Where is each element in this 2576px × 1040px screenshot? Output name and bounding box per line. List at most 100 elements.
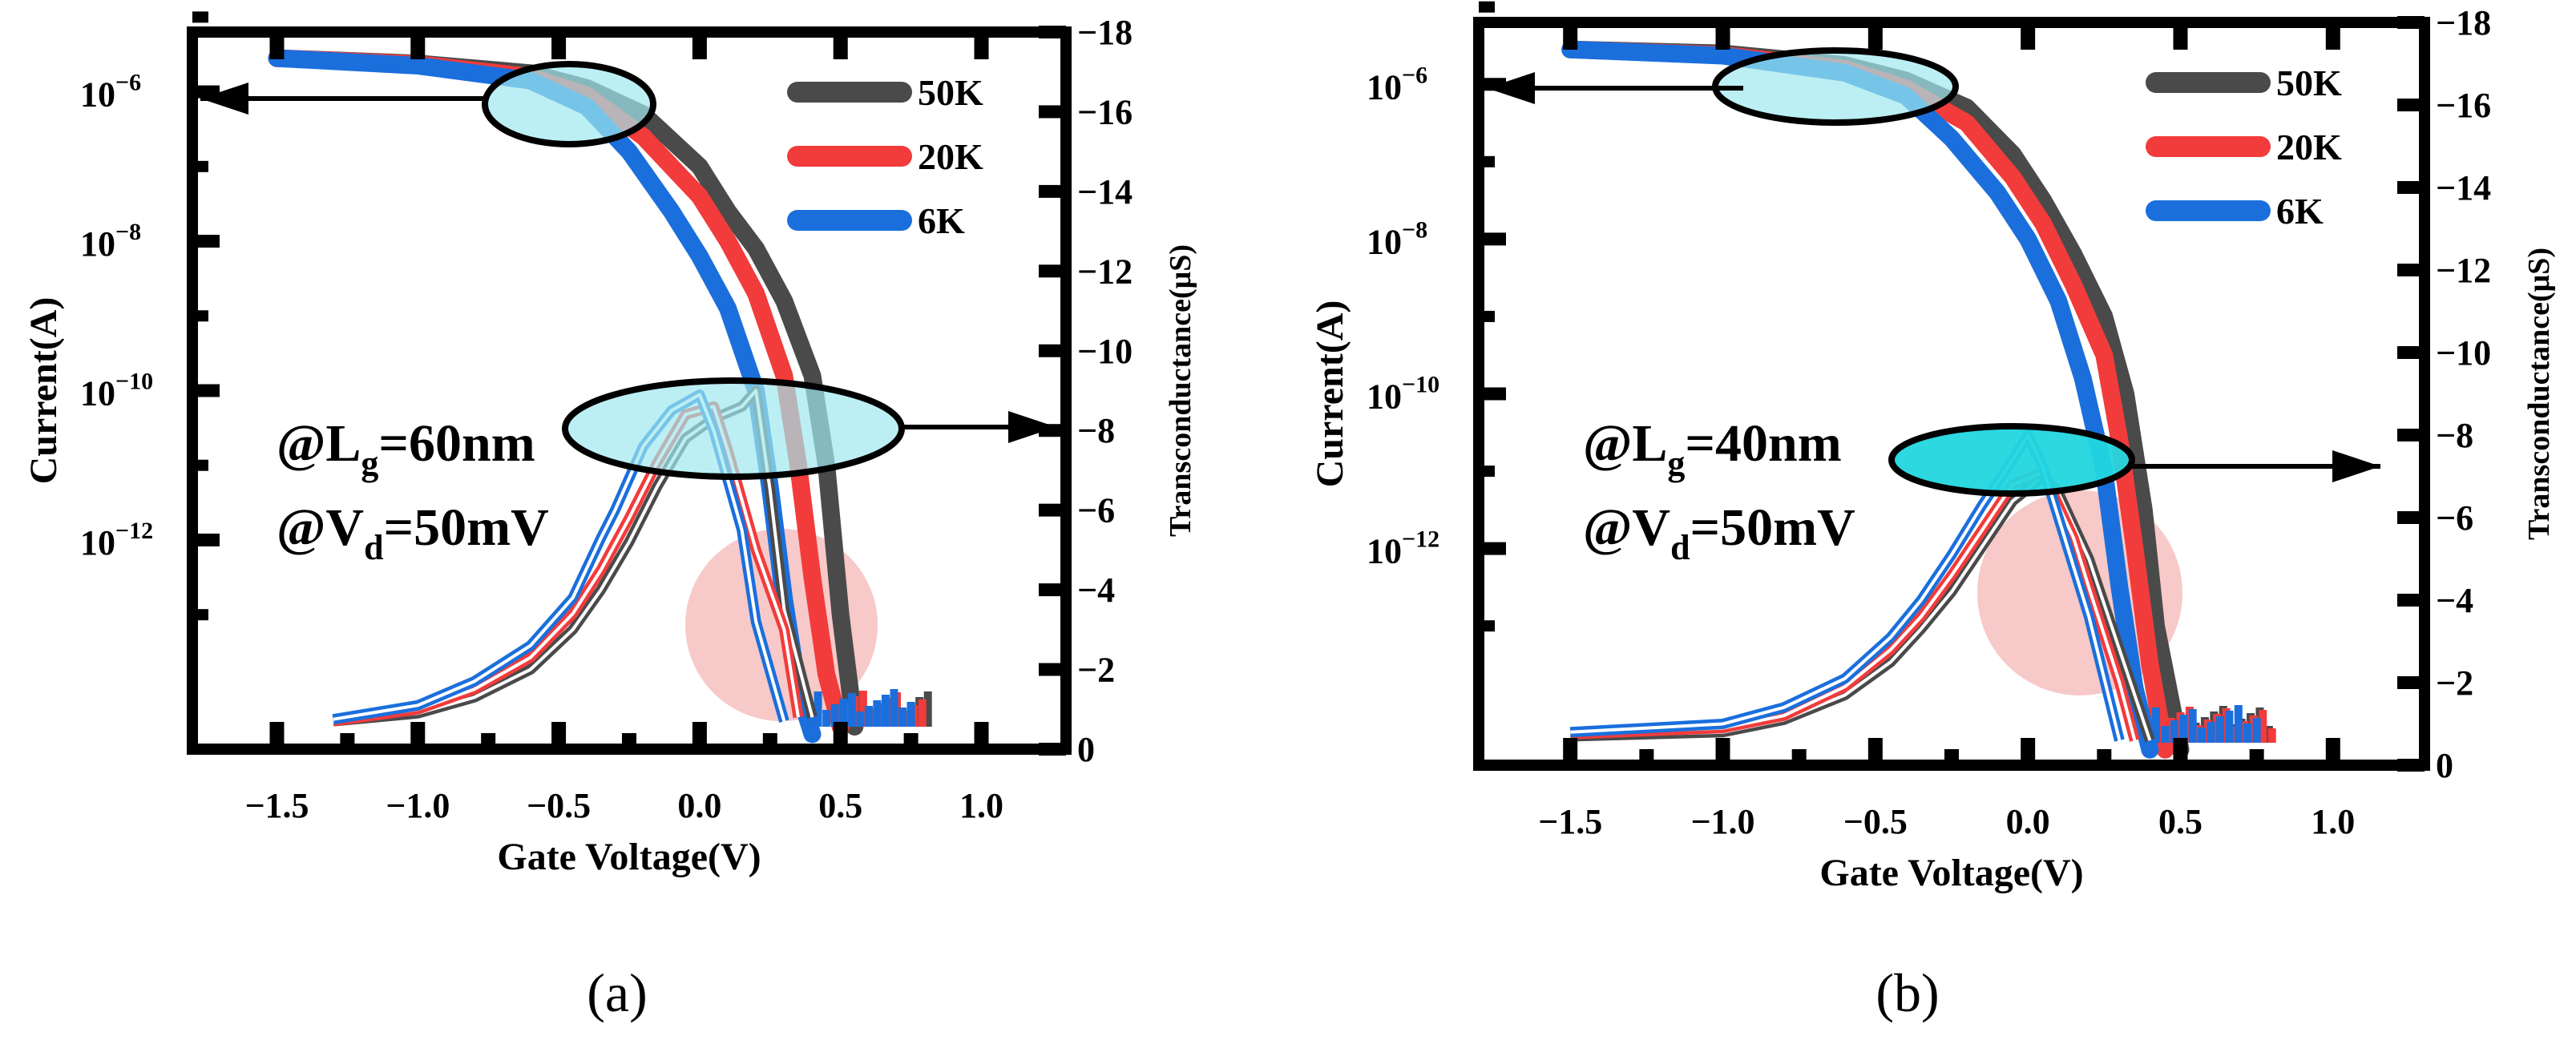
- current-noise-mark-20K: [2267, 728, 2276, 743]
- x-tick-major: [551, 722, 567, 749]
- legend-label-20K: 20K: [2276, 127, 2342, 167]
- y-left-tick-label: 10−10: [1367, 372, 1439, 417]
- current-noise-mark-6K: [839, 699, 848, 727]
- y-right-tick-label: −14: [2436, 168, 2491, 208]
- y-right-tick: [2397, 346, 2425, 359]
- x-tick-major: [2173, 738, 2188, 765]
- current-noise-mark-6K: [2198, 728, 2207, 743]
- x-tick-minor: [481, 733, 496, 749]
- y-right-tick-label: −18: [2436, 3, 2491, 42]
- y-right-tick-label: −4: [1077, 570, 1115, 610]
- y-right-tick-label: −10: [1077, 332, 1133, 371]
- y-right-tick-label: 0: [2436, 746, 2453, 785]
- current-noise-mark-6K: [847, 693, 856, 727]
- current-noise-mark-6K: [856, 711, 865, 727]
- x-tick-top: [1563, 22, 1578, 50]
- legend-label-6K: 6K: [918, 200, 965, 241]
- current-noise-mark-6K: [906, 702, 915, 727]
- x-tick-major: [1563, 738, 1578, 765]
- x-tick-top: [833, 32, 848, 59]
- y-left-tick-label: 10−8: [80, 219, 141, 264]
- y-right-tick: [1039, 344, 1066, 357]
- y-right-tick-label: −4: [2436, 581, 2473, 620]
- legend-label-20K: 20K: [918, 136, 983, 177]
- y-right-tick-label: −2: [2436, 663, 2473, 703]
- y-right-tick-label: −2: [1077, 651, 1115, 690]
- gm-line-core-6K: [1570, 433, 2122, 741]
- y-right-tick: [1039, 743, 1066, 756]
- x-tick-label: −1.5: [1538, 802, 1602, 841]
- y-right-tick: [1039, 264, 1066, 278]
- x-axis-title: Gate Voltage(V): [1819, 852, 2083, 894]
- y-left-tick: [1479, 542, 1506, 555]
- y-right-tick: [2397, 429, 2425, 441]
- left-axis-arrow-head: [1487, 72, 1535, 104]
- y-left-tick-minor: [192, 11, 208, 23]
- panel-label: (b): [1875, 962, 1939, 1023]
- y-left-tick: [1479, 232, 1506, 246]
- y-right-tick-label: 0: [1077, 730, 1095, 769]
- y-left-tick-label: 10−6: [1367, 62, 1427, 107]
- current-noise-mark-6K: [822, 710, 831, 727]
- x-tick-label: −0.5: [1843, 802, 1908, 841]
- y-right-tick: [1039, 105, 1066, 119]
- y-left-axis-title: Current(A): [1309, 300, 1351, 488]
- current-noise-mark-6K: [2179, 715, 2188, 743]
- current-noise-mark-6K: [2243, 724, 2252, 743]
- current-noise-mark-6K: [873, 700, 882, 727]
- gm-line-core-20K: [333, 405, 800, 724]
- current-noise-mark-6K: [2152, 707, 2161, 743]
- y-left-tick: [1479, 78, 1506, 91]
- y-left-tick-label: 10−10: [80, 369, 153, 413]
- y-right-tick: [1039, 424, 1066, 437]
- current-noise-mark-6K: [2215, 716, 2224, 743]
- x-tick-major: [692, 722, 707, 749]
- x-tick-label: −1.0: [386, 786, 450, 825]
- y-left-tick-minor: [1479, 1, 1495, 13]
- gm-region-ellipse: [562, 377, 905, 480]
- x-tick-minor: [1944, 749, 1959, 765]
- y-right-tick-label: −16: [1077, 92, 1133, 131]
- y-left-tick-minor: [192, 310, 208, 322]
- y-right-tick-label: −6: [1077, 491, 1115, 530]
- x-tick-minor: [2249, 749, 2264, 765]
- x-tick-minor: [1639, 749, 1654, 765]
- current-noise-mark-6K: [864, 706, 873, 727]
- y-right-tick: [2397, 594, 2425, 607]
- legend-label-50K: 50K: [2276, 62, 2342, 103]
- right-axis-arrow-head: [2332, 450, 2380, 482]
- y-right-axis-title: Transconductance(μS): [1164, 244, 1197, 537]
- y-right-tick-label: −10: [2436, 333, 2491, 373]
- panel-label: (a): [587, 962, 647, 1023]
- drain-voltage-label: @Vd=50mV: [277, 498, 549, 567]
- y-left-tick-minor: [1479, 155, 1495, 167]
- y-left-axis-title: Current(A): [22, 297, 65, 485]
- x-tick-top: [2325, 22, 2340, 50]
- y-left-tick: [192, 235, 220, 248]
- y-right-tick-label: −12: [1077, 252, 1133, 291]
- y-left-tick: [192, 85, 220, 99]
- y-right-tick: [2397, 264, 2425, 276]
- x-tick-label: 0.0: [677, 786, 721, 825]
- y-right-axis-title: Transconductance(μS): [2522, 248, 2556, 540]
- current-noise-mark-6K: [2252, 718, 2261, 743]
- x-tick-label: −0.5: [527, 786, 591, 825]
- y-left-tick: [192, 384, 220, 397]
- y-right-tick: [2397, 511, 2425, 524]
- y-right-tick: [1039, 184, 1066, 198]
- x-tick-top: [269, 32, 285, 59]
- y-right-tick-label: −6: [2436, 498, 2473, 538]
- x-tick-major: [269, 722, 285, 749]
- y-right-tick-label: −8: [1077, 411, 1115, 450]
- x-tick-major: [833, 722, 848, 749]
- current-noise-mark-6K: [898, 707, 907, 727]
- current-noise-mark-50K: [923, 691, 932, 727]
- x-tick-label: 0.5: [2158, 802, 2203, 841]
- x-tick-label: −1.5: [244, 786, 309, 825]
- x-tick-top: [1867, 22, 1883, 50]
- x-axis-title: Gate Voltage(V): [497, 836, 761, 878]
- x-tick-major: [974, 722, 989, 749]
- current-noise-mark-6K: [2188, 709, 2197, 743]
- x-tick-label: 0.0: [2006, 802, 2050, 841]
